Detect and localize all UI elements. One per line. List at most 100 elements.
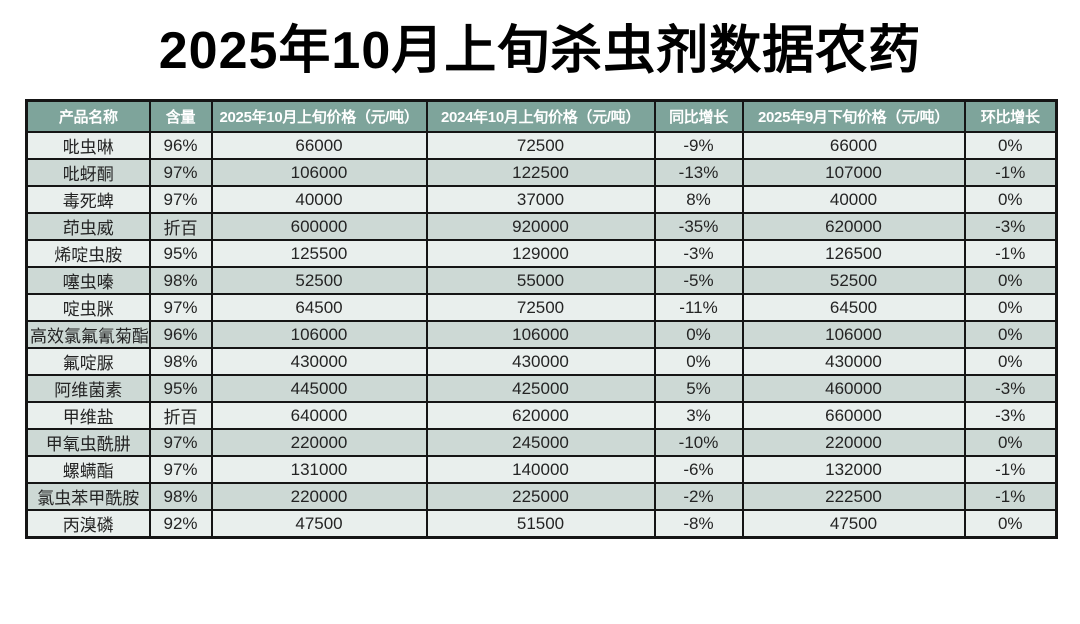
mom-growth-cell: -1% bbox=[963, 158, 1058, 188]
price-2024-oct-cell: 920000 bbox=[425, 212, 656, 242]
content-cell: 98% bbox=[148, 266, 213, 296]
mom-growth-cell: -1% bbox=[963, 239, 1058, 269]
table-header: 产品名称 含量 2025年10月上旬价格（元/吨） 2024年10月上旬价格（元… bbox=[25, 99, 1058, 134]
content-cell: 97% bbox=[148, 455, 213, 485]
yoy-growth-cell: -35% bbox=[653, 212, 744, 242]
price-2025-oct-cell: 445000 bbox=[210, 374, 428, 404]
price-2024-oct-cell: 620000 bbox=[425, 401, 656, 431]
table-row: 丙溴磷 92% 47500 51500 -8% 47500 0% bbox=[25, 509, 1058, 539]
product-name-cell: 丙溴磷 bbox=[25, 509, 151, 539]
mom-growth-cell: -3% bbox=[963, 401, 1058, 431]
yoy-growth-cell: -9% bbox=[653, 131, 744, 161]
table-row: 烯啶虫胺 95% 125500 129000 -3% 126500 -1% bbox=[25, 239, 1058, 269]
table-body: 吡虫啉 96% 66000 72500 -9% 66000 0% 吡蚜酮 97% 106000 12… bbox=[25, 131, 1058, 539]
product-name-cell: 啶虫脒 bbox=[25, 293, 151, 323]
price-2025-sep-cell: 52500 bbox=[741, 266, 966, 296]
price-2025-oct-cell: 125500 bbox=[210, 239, 428, 269]
price-2025-oct-cell: 66000 bbox=[210, 131, 428, 161]
col-header-mom-growth: 环比增长 bbox=[963, 99, 1058, 134]
content-cell: 折百 bbox=[148, 212, 213, 242]
price-2025-sep-cell: 47500 bbox=[741, 509, 966, 539]
content-cell: 97% bbox=[148, 158, 213, 188]
product-name-cell: 氯虫苯甲酰胺 bbox=[25, 482, 151, 512]
content-cell: 98% bbox=[148, 482, 213, 512]
mom-growth-cell: 0% bbox=[963, 266, 1058, 296]
price-2025-sep-cell: 132000 bbox=[741, 455, 966, 485]
price-2025-sep-cell: 222500 bbox=[741, 482, 966, 512]
product-name-cell: 螺螨酯 bbox=[25, 455, 151, 485]
pesticide-price-table: 产品名称 含量 2025年10月上旬价格（元/吨） 2024年10月上旬价格（元… bbox=[25, 99, 1058, 540]
price-2024-oct-cell: 72500 bbox=[425, 131, 656, 161]
price-2025-oct-cell: 106000 bbox=[210, 320, 428, 350]
yoy-growth-cell: -8% bbox=[653, 509, 744, 539]
header-row: 产品名称 含量 2025年10月上旬价格（元/吨） 2024年10月上旬价格（元… bbox=[25, 99, 1058, 134]
yoy-growth-cell: 3% bbox=[653, 401, 744, 431]
price-2025-oct-cell: 220000 bbox=[210, 482, 428, 512]
content-cell: 97% bbox=[148, 293, 213, 323]
product-name-cell: 甲氧虫酰肼 bbox=[25, 428, 151, 458]
content-cell: 95% bbox=[148, 239, 213, 269]
table-row: 氯虫苯甲酰胺 98% 220000 225000 -2% 222500 -1% bbox=[25, 482, 1058, 512]
mom-growth-cell: -1% bbox=[963, 455, 1058, 485]
col-header-price-2024-oct: 2024年10月上旬价格（元/吨） bbox=[425, 99, 656, 134]
yoy-growth-cell: 0% bbox=[653, 347, 744, 377]
table-row: 茚虫威 折百 600000 920000 -35% 620000 -3% bbox=[25, 212, 1058, 242]
price-2025-oct-cell: 640000 bbox=[210, 401, 428, 431]
mom-growth-cell: -3% bbox=[963, 374, 1058, 404]
product-name-cell: 吡蚜酮 bbox=[25, 158, 151, 188]
price-2025-sep-cell: 126500 bbox=[741, 239, 966, 269]
yoy-growth-cell: -3% bbox=[653, 239, 744, 269]
price-2025-sep-cell: 106000 bbox=[741, 320, 966, 350]
price-2025-oct-cell: 220000 bbox=[210, 428, 428, 458]
price-2024-oct-cell: 140000 bbox=[425, 455, 656, 485]
price-2025-oct-cell: 131000 bbox=[210, 455, 428, 485]
mom-growth-cell: 0% bbox=[963, 509, 1058, 539]
content-cell: 97% bbox=[148, 185, 213, 215]
table-row: 吡虫啉 96% 66000 72500 -9% 66000 0% bbox=[25, 131, 1058, 161]
price-2024-oct-cell: 106000 bbox=[425, 320, 656, 350]
table-row: 阿维菌素 95% 445000 425000 5% 460000 -3% bbox=[25, 374, 1058, 404]
col-header-content: 含量 bbox=[148, 99, 213, 134]
price-2024-oct-cell: 55000 bbox=[425, 266, 656, 296]
content-cell: 折百 bbox=[148, 401, 213, 431]
price-2024-oct-cell: 51500 bbox=[425, 509, 656, 539]
yoy-growth-cell: -11% bbox=[653, 293, 744, 323]
price-2024-oct-cell: 430000 bbox=[425, 347, 656, 377]
product-name-cell: 茚虫威 bbox=[25, 212, 151, 242]
price-2025-sep-cell: 66000 bbox=[741, 131, 966, 161]
content-cell: 97% bbox=[148, 428, 213, 458]
mom-growth-cell: 0% bbox=[963, 320, 1058, 350]
price-2025-sep-cell: 660000 bbox=[741, 401, 966, 431]
yoy-growth-cell: -5% bbox=[653, 266, 744, 296]
price-2024-oct-cell: 129000 bbox=[425, 239, 656, 269]
mom-growth-cell: 0% bbox=[963, 131, 1058, 161]
product-name-cell: 高效氯氟氰菊酯 bbox=[25, 320, 151, 350]
table-row: 毒死蜱 97% 40000 37000 8% 40000 0% bbox=[25, 185, 1058, 215]
yoy-growth-cell: -6% bbox=[653, 455, 744, 485]
price-2024-oct-cell: 122500 bbox=[425, 158, 656, 188]
table-row: 甲氧虫酰肼 97% 220000 245000 -10% 220000 0% bbox=[25, 428, 1058, 458]
col-header-price-2025-oct: 2025年10月上旬价格（元/吨） bbox=[210, 99, 428, 134]
yoy-growth-cell: 0% bbox=[653, 320, 744, 350]
col-header-yoy-growth: 同比增长 bbox=[653, 99, 744, 134]
content-cell: 96% bbox=[148, 131, 213, 161]
price-2025-sep-cell: 220000 bbox=[741, 428, 966, 458]
table-row: 噻虫嗪 98% 52500 55000 -5% 52500 0% bbox=[25, 266, 1058, 296]
yoy-growth-cell: -13% bbox=[653, 158, 744, 188]
price-2025-sep-cell: 64500 bbox=[741, 293, 966, 323]
table-row: 甲维盐 折百 640000 620000 3% 660000 -3% bbox=[25, 401, 1058, 431]
table-row: 高效氯氟氰菊酯 96% 106000 106000 0% 106000 0% bbox=[25, 320, 1058, 350]
mom-growth-cell: -1% bbox=[963, 482, 1058, 512]
mom-growth-cell: -3% bbox=[963, 212, 1058, 242]
content-cell: 95% bbox=[148, 374, 213, 404]
page-title: 2025年10月上旬杀虫剂数据农药 bbox=[158, 22, 922, 80]
col-header-product-name: 产品名称 bbox=[25, 99, 151, 134]
table-row: 吡蚜酮 97% 106000 122500 -13% 107000 -1% bbox=[25, 158, 1058, 188]
table-row: 氟啶脲 98% 430000 430000 0% 430000 0% bbox=[25, 347, 1058, 377]
yoy-growth-cell: -10% bbox=[653, 428, 744, 458]
col-header-price-2025-sep: 2025年9月下旬价格（元/吨） bbox=[741, 99, 966, 134]
product-name-cell: 毒死蜱 bbox=[25, 185, 151, 215]
content-cell: 98% bbox=[148, 347, 213, 377]
content-cell: 96% bbox=[148, 320, 213, 350]
price-2024-oct-cell: 37000 bbox=[425, 185, 656, 215]
